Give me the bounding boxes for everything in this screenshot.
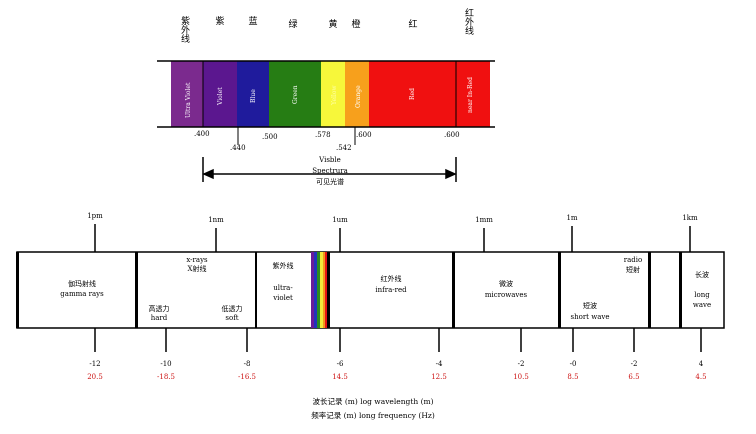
band-labels: Ultra Violet Violet Blue Green Yellow Or… (185, 77, 474, 118)
wl-tick-440: .440 (230, 144, 246, 152)
caption-wavelength: 波长记录 (m) log wavelength (m) (312, 396, 433, 406)
marker-1pm: 1pm (87, 212, 103, 220)
radio-cn: 短射 (626, 265, 640, 274)
lf-label: -18.5 (157, 373, 175, 381)
visible-label-1: Visble (318, 156, 341, 164)
lf-label: 6.5 (628, 373, 639, 381)
lw-label: -2 (518, 360, 525, 368)
gamma-en: gamma rays (60, 290, 104, 298)
lw-label: -4 (436, 360, 443, 368)
visible-range-arrow (202, 157, 457, 182)
band-label-orange: Orange (355, 85, 362, 108)
top-labels: 紫外线 紫 蓝 绿 黄 橙 红 红外线 (179, 7, 474, 43)
wl-tick-542: .542 (336, 144, 352, 152)
wl-tick-578: .578 (315, 131, 331, 139)
top-label-violet: 紫 (215, 16, 224, 27)
uv-cn: 紫外线 (273, 261, 294, 270)
long-en-2: wave (693, 301, 711, 309)
shortwave-en: short wave (571, 313, 610, 321)
log-frequency-labels: 20.5 -18.5 -16.5 14.5 12.5 10.5 8.5 6.5 … (87, 373, 706, 381)
log-wavelength-labels: -12 -10 -8 -6 -4 -2 -0 -2 4 (89, 360, 703, 368)
visible-bands (171, 61, 490, 127)
marker-1km: 1km (682, 214, 698, 222)
lf-label: 4.5 (695, 373, 706, 381)
band-ultra-violet (171, 61, 203, 127)
top-label-ir: 红外线 (463, 7, 474, 35)
caption-frequency: 频率记录 (m) long frequency (Hz) (311, 410, 435, 420)
band-label-red: Red (409, 88, 416, 100)
wl-tick-600a: .600 (356, 131, 372, 139)
band-label-violet: Violet (217, 87, 224, 106)
band-label-near-infrared: near In-Red (467, 77, 474, 113)
band-red (369, 61, 456, 127)
lw-label: 4 (699, 360, 704, 368)
gamma-cn: 伽玛射线 (68, 279, 96, 288)
band-near-infrared (456, 61, 490, 127)
scale-markers: 1pm 1nm 1um 1mm 1m 1km (87, 212, 698, 224)
xray-cn: X射线 (188, 264, 207, 273)
shortwave-cn: 短波 (583, 301, 597, 310)
long-en-1: long (694, 291, 710, 299)
ir-cn: 红外线 (381, 274, 402, 283)
lf-label: 14.5 (332, 373, 348, 381)
band-green (269, 61, 321, 127)
xray-en: x-rays (186, 256, 208, 264)
band-label-ultra-violet: Ultra Violet (185, 82, 192, 118)
top-label-uv: 紫外线 (179, 16, 190, 43)
band-label-blue: Blue (250, 89, 257, 103)
lw-label: -10 (160, 360, 171, 368)
top-label-green: 绿 (288, 18, 297, 30)
marker-1nm: 1nm (208, 216, 224, 224)
band-label-yellow: Yellow (331, 85, 338, 106)
xray-hard-en: hard (151, 314, 168, 322)
micro-cn: 微波 (499, 279, 513, 288)
band-label-green: Green (292, 85, 299, 104)
band-orange (345, 61, 369, 127)
lw-label: -8 (244, 360, 251, 368)
visible-rainbow-strip (311, 252, 327, 328)
lw-label: -12 (89, 360, 100, 368)
wl-tick-500: .500 (262, 133, 278, 141)
uv-en-1: ultra- (273, 284, 293, 292)
top-label-blue: 蓝 (248, 15, 257, 27)
visible-label-3: 可见光谱 (316, 177, 344, 186)
lw-label: -0 (570, 360, 577, 368)
band-violet (203, 61, 237, 127)
uv-en-2: violet (272, 294, 293, 302)
region-dividers (16, 252, 682, 328)
lf-label: 8.5 (567, 373, 578, 381)
lw-label: -6 (337, 360, 344, 368)
top-label-yellow: 黄 (328, 18, 337, 30)
lf-label: 10.5 (513, 373, 529, 381)
wl-tick-600b: .600 (444, 131, 460, 139)
top-label-red: 红 (408, 18, 417, 30)
region-labels: 伽玛射线 gamma rays x-rays X射线 高透力 hard 低透力 … (60, 256, 711, 322)
visible-label-2: Spectrura (312, 167, 348, 175)
wl-tick-400: .400 (194, 130, 210, 138)
band-yellow (321, 61, 345, 127)
top-label-orange: 橙 (351, 18, 360, 30)
xray-soft-cn: 低透力 (222, 304, 243, 313)
marker-1mm: 1mm (475, 216, 493, 224)
marker-1m: 1m (566, 214, 577, 222)
band-blue (237, 61, 269, 127)
lw-label: -2 (631, 360, 638, 368)
lf-label: -16.5 (238, 373, 256, 381)
ir-en: infra-red (375, 286, 407, 294)
xray-hard-cn: 高透力 (149, 304, 170, 313)
long-cn: 长波 (695, 270, 709, 279)
wavelength-ticks (237, 127, 356, 145)
marker-1um: 1um (332, 216, 348, 224)
xray-soft-en: soft (225, 314, 238, 322)
lf-label: 20.5 (87, 373, 103, 381)
em-spectrum-bar (16, 251, 725, 329)
lf-label: 12.5 (431, 373, 447, 381)
micro-en: microwaves (485, 291, 528, 299)
radio-en: radio (624, 256, 642, 264)
